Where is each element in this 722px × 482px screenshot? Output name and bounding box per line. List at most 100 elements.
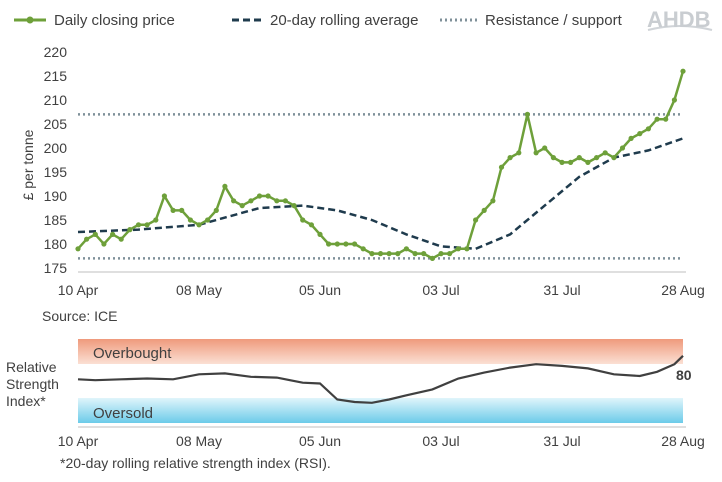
price-series bbox=[75, 68, 686, 261]
price-point bbox=[576, 155, 582, 161]
price-point bbox=[187, 217, 193, 223]
price-point bbox=[135, 222, 142, 228]
y-tick-label: 220 bbox=[44, 44, 68, 60]
price-point bbox=[308, 222, 314, 228]
price-point bbox=[524, 111, 531, 117]
x-tick-labels: 10 Apr 08 May 05 Jun 03 Jul 31 Jul 28 Aug bbox=[58, 282, 705, 298]
x-tick-label: 05 Jun bbox=[299, 433, 341, 449]
x-tick-label: 10 Apr bbox=[58, 282, 99, 298]
price-point bbox=[127, 227, 133, 233]
rsi-axis-title-line3: Index* bbox=[6, 393, 46, 409]
price-point bbox=[360, 246, 366, 252]
price-point bbox=[282, 198, 288, 204]
ahdb-logo: AHDB bbox=[647, 7, 713, 32]
price-line bbox=[77, 70, 685, 260]
price-point bbox=[550, 155, 557, 161]
price-point bbox=[161, 193, 167, 199]
y-tick-label: 175 bbox=[44, 260, 68, 276]
price-point bbox=[205, 217, 211, 223]
x-tick-label: 28 Aug bbox=[661, 282, 705, 298]
price-point bbox=[619, 145, 626, 151]
x-tick-label: 28 Aug bbox=[661, 433, 705, 449]
price-point bbox=[300, 217, 306, 223]
y-tick-label: 190 bbox=[44, 188, 68, 204]
x-tick-label: 31 Jul bbox=[543, 282, 580, 298]
price-point bbox=[559, 159, 565, 165]
y-tick-label: 205 bbox=[44, 116, 68, 132]
price-point bbox=[326, 241, 332, 247]
price-point bbox=[637, 131, 643, 137]
price-point bbox=[490, 198, 496, 204]
price-point bbox=[231, 198, 237, 204]
legend-price-label: Daily closing price bbox=[54, 12, 175, 29]
x-tick-label: 08 May bbox=[176, 282, 222, 298]
y-tick-label: 185 bbox=[44, 212, 68, 228]
price-point bbox=[654, 116, 660, 122]
price-point bbox=[274, 198, 280, 204]
price-point bbox=[481, 207, 487, 213]
price-point bbox=[429, 255, 435, 261]
price-point bbox=[498, 164, 505, 170]
price-point bbox=[464, 246, 470, 252]
price-point bbox=[568, 159, 574, 165]
rsi-last-value-label: 80 bbox=[676, 367, 692, 383]
price-point bbox=[144, 222, 150, 228]
price-point bbox=[403, 246, 409, 252]
price-point bbox=[602, 150, 608, 156]
price-point bbox=[334, 241, 340, 247]
y-tick-label: 210 bbox=[44, 92, 68, 108]
price-point bbox=[317, 231, 323, 237]
price-point bbox=[421, 251, 427, 257]
price-point bbox=[75, 246, 81, 252]
legend-price-marker bbox=[26, 16, 34, 24]
price-point bbox=[153, 217, 159, 223]
rsi-x-tick-labels: 10 Apr 08 May 05 Jun 03 Jul 31 Jul 28 Aug bbox=[58, 433, 705, 449]
legend-item-price: Daily closing price bbox=[14, 12, 175, 29]
price-point bbox=[179, 207, 185, 213]
x-tick-label: 31 Jul bbox=[543, 433, 580, 449]
footnote: *20-day rolling relative strength index … bbox=[60, 455, 331, 471]
price-point bbox=[611, 155, 617, 161]
price-point bbox=[352, 241, 358, 247]
y-tick-label: 180 bbox=[44, 236, 68, 252]
price-point bbox=[671, 97, 678, 103]
overbought-band bbox=[78, 339, 683, 364]
price-point bbox=[239, 203, 245, 209]
price-point bbox=[412, 251, 418, 257]
rsi-axis-title-line1: Relative bbox=[6, 359, 57, 375]
rolling-average-line bbox=[77, 137, 684, 251]
y-tick-label: 195 bbox=[44, 164, 68, 180]
legend-item-resistance: Resistance / support bbox=[440, 12, 623, 29]
price-point bbox=[438, 251, 444, 257]
price-point bbox=[377, 251, 384, 257]
rsi-series bbox=[77, 355, 684, 404]
price-point bbox=[369, 251, 375, 257]
legend-resistance-label: Resistance / support bbox=[485, 12, 623, 29]
price-point bbox=[265, 193, 271, 199]
price-point bbox=[196, 222, 202, 228]
price-point bbox=[455, 246, 461, 252]
price-point bbox=[473, 217, 479, 223]
x-tick-label: 08 May bbox=[176, 433, 222, 449]
legend-item-average: 20-day rolling average bbox=[232, 12, 418, 29]
price-point bbox=[516, 150, 522, 156]
price-point bbox=[84, 236, 90, 242]
y-axis-title: £ per tonne bbox=[20, 129, 36, 200]
price-point bbox=[256, 193, 263, 199]
logo-text: AHDB bbox=[647, 7, 711, 32]
rsi-line bbox=[77, 355, 684, 404]
price-point bbox=[533, 150, 539, 156]
x-tick-label: 05 Jun bbox=[299, 282, 341, 298]
price-point bbox=[110, 231, 116, 237]
price-point bbox=[507, 155, 513, 161]
logo-swoosh-icon bbox=[647, 25, 713, 31]
legend: Daily closing price 20-day rolling avera… bbox=[14, 12, 623, 29]
price-point bbox=[118, 236, 124, 242]
price-point bbox=[170, 207, 176, 213]
price-point bbox=[628, 135, 634, 141]
x-tick-label: 10 Apr bbox=[58, 433, 99, 449]
price-point bbox=[248, 198, 254, 204]
price-point bbox=[101, 241, 107, 247]
x-tick-label: 03 Jul bbox=[422, 282, 459, 298]
